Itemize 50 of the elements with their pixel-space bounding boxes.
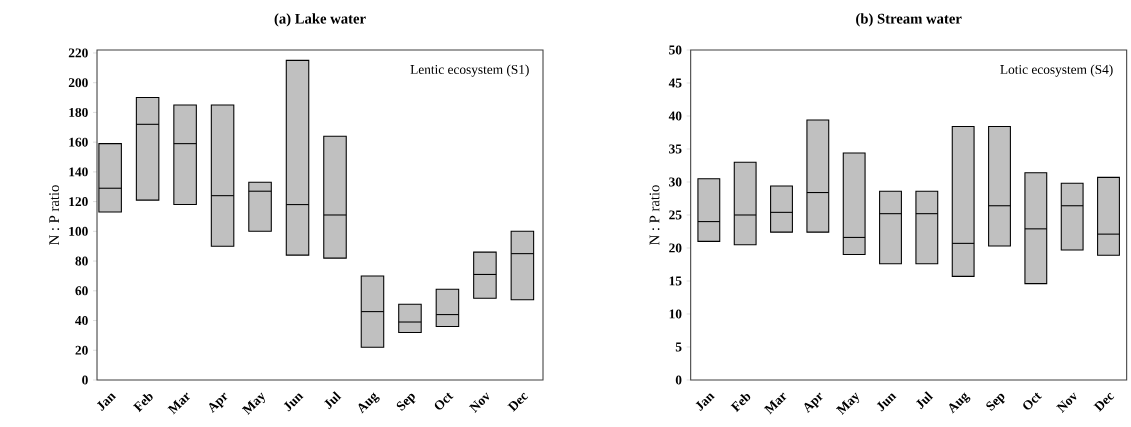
y-tick-label: 20 (75, 345, 88, 355)
x-tick-label: Jul (324, 391, 342, 410)
y-tick-label: 180 (69, 107, 88, 117)
annotation: Lotic ecosystem (S4) (1000, 64, 1113, 77)
chart-title: (b) Stream water (856, 13, 962, 27)
y-tick-label: 30 (669, 177, 682, 187)
y-tick-label: 45 (668, 78, 682, 88)
y-tick-label: 80 (75, 256, 88, 266)
x-tick-label: Feb (730, 393, 751, 413)
x-tick-label: Nov (1056, 392, 1077, 413)
y-tick-label: 5 (675, 342, 682, 352)
annotation: Lentic ecosystem (S1) (410, 64, 529, 77)
x-tick-label: Feb (132, 393, 153, 413)
x-tick-label: Apr (209, 392, 228, 414)
y-tick-label: 0 (82, 375, 88, 385)
y-tick-label: 160 (69, 137, 88, 147)
x-tick-label: Nov (468, 392, 490, 413)
y-tick-label: 0 (675, 375, 682, 385)
y-tick-label: 140 (69, 167, 88, 177)
x-tick-label: Oct (434, 392, 454, 410)
y-tick-label: 50 (669, 45, 682, 55)
chart-title: (a) Lake water (274, 13, 366, 27)
y-tick-label: 100 (69, 226, 88, 236)
x-tick-label: Jul (916, 391, 934, 410)
x-tick-label: Mar (763, 392, 787, 415)
x-tick-label: Jan (695, 393, 715, 412)
y-tick-label: 60 (75, 286, 88, 296)
x-tick-label: Apr (804, 392, 823, 414)
y-tick-label: 40 (75, 316, 88, 326)
y-tick-label: 40 (668, 111, 682, 121)
x-tick-label: Aug (949, 392, 971, 414)
x-tick-label: Jun (876, 393, 897, 412)
x-tick-label: Jun (283, 393, 304, 412)
y-axis-title: N : P ratio (649, 185, 660, 245)
x-tick-label: Aug (358, 392, 380, 414)
y-tick-label: 35 (669, 144, 682, 154)
x-tick-label: Jan (96, 393, 117, 412)
y-tick-label: 20 (669, 243, 682, 253)
x-tick-label: Sep (986, 393, 1006, 411)
y-tick-label: 220 (68, 48, 88, 58)
y-tick-label: 10 (669, 309, 682, 319)
x-tick-label: Dec (1093, 392, 1115, 412)
x-tick-label: Sep (396, 393, 416, 411)
y-tick-label: 15 (669, 276, 682, 286)
x-tick-label: Dec (507, 392, 529, 412)
y-tick-label: 120 (69, 197, 88, 207)
y-tick-label: 200 (68, 78, 88, 88)
y-axis-title: N : P ratio (49, 185, 60, 245)
y-tick-label: 25 (669, 210, 682, 220)
x-tick-label: Oct (1023, 392, 1042, 410)
